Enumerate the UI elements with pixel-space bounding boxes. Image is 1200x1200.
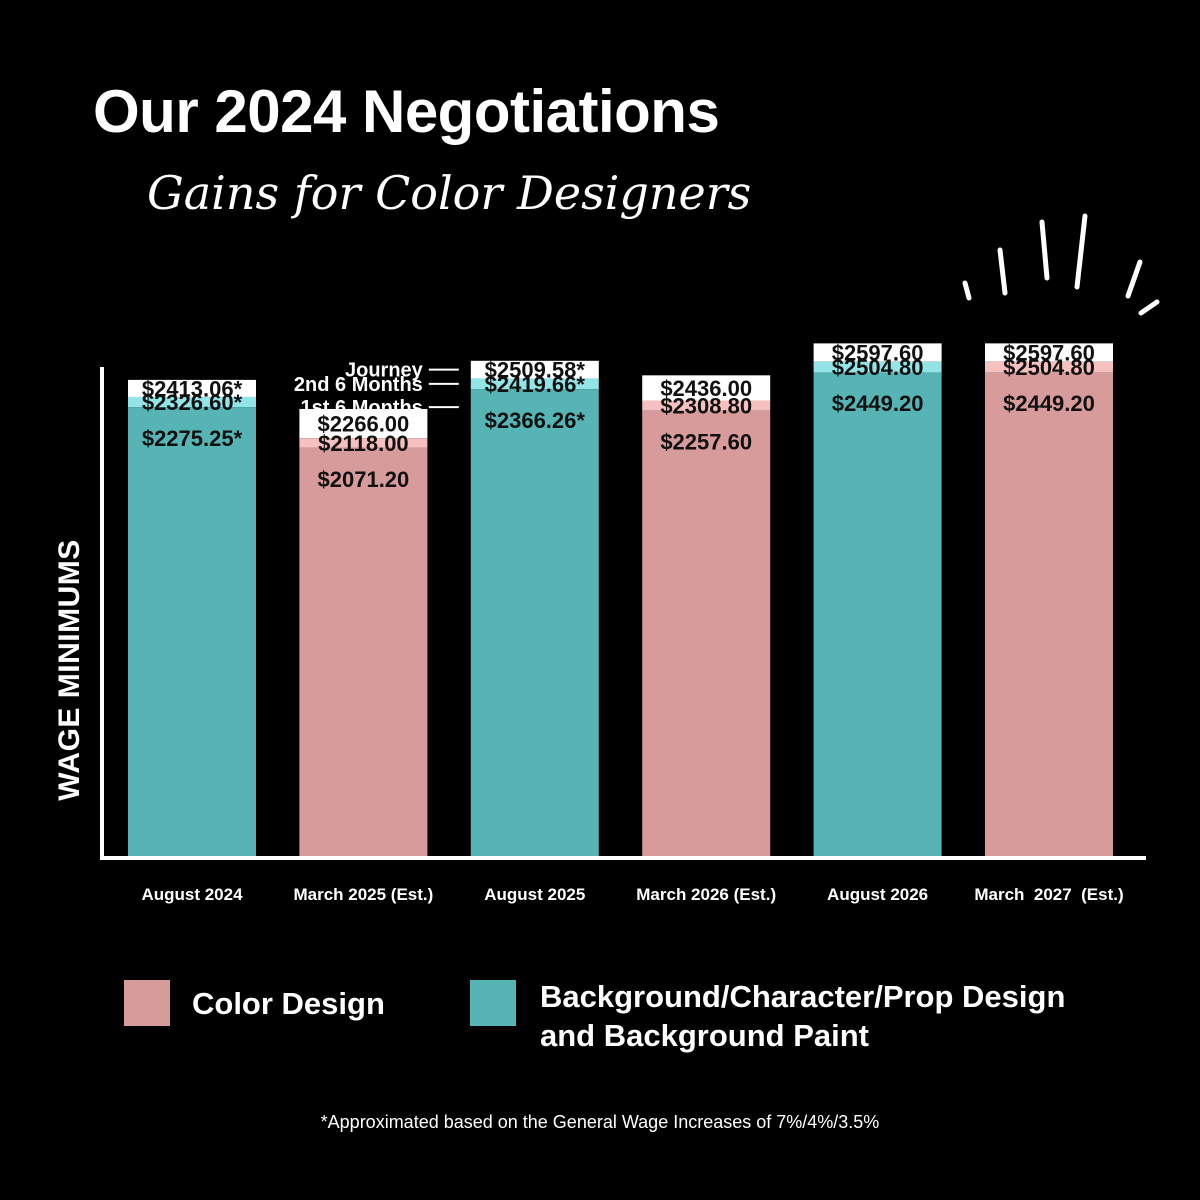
bar-2nd-6-months-5 <box>985 361 1113 373</box>
legend-swatch-bg-design <box>470 980 516 1026</box>
bar-2nd-6-months-3 <box>642 400 771 411</box>
value-label-1st-6-months-5: $2449.20 <box>1003 391 1095 416</box>
burst-line-2 <box>1039 219 1050 281</box>
value-label-journey-1: $2266.00 <box>318 412 410 437</box>
bar-journey-3 <box>642 375 771 401</box>
value-label-1st-6-months-2: $2366.26* <box>485 408 586 433</box>
value-label-2nd-6-months-3: $2308.80 <box>660 394 752 419</box>
burst-line-3 <box>1074 213 1088 290</box>
value-label-1st-6-months-1: $2071.20 <box>318 467 410 492</box>
page-title: Our 2024 Negotiations <box>93 78 720 145</box>
bar-journey-5 <box>985 343 1113 362</box>
bar-journey-4 <box>813 343 942 362</box>
value-label-journey-4: $2597.60 <box>832 341 924 366</box>
value-label-1st-6-months-3: $2257.60 <box>660 430 752 455</box>
x-tick-label-4: August 2026 <box>827 885 928 904</box>
tier-label-journey: Journey <box>345 360 424 382</box>
value-label-2nd-6-months-0: $2326.60* <box>142 390 243 415</box>
bar-1st-6-months-3 <box>642 410 771 857</box>
value-label-journey-2: $2509.58* <box>485 358 586 383</box>
legend-label-color-design: Color Design <box>192 986 385 1021</box>
legend-label-bg-design-line2: and Background Paint <box>540 1018 869 1053</box>
page-subtitle: Gains for Color Designers <box>147 166 752 220</box>
bar-journey-0 <box>128 379 256 397</box>
bar-1st-6-months-1 <box>299 447 428 857</box>
value-label-journey-5: $2597.60 <box>1003 341 1095 366</box>
value-label-1st-6-months-4: $2449.20 <box>832 391 924 416</box>
bar-2nd-6-months-0 <box>128 396 256 408</box>
legend-swatch-color-design <box>124 980 170 1026</box>
bar-1st-6-months-0 <box>128 407 256 857</box>
value-label-2nd-6-months-4: $2504.80 <box>832 355 924 380</box>
value-label-2nd-6-months-1: $2118.00 <box>318 431 409 456</box>
x-tick-label-2: August 2025 <box>484 885 585 904</box>
bar-1st-6-months-4 <box>813 372 942 857</box>
burst-line-4 <box>1125 259 1143 299</box>
x-tick-label-5: March 2027 (Est.) <box>974 885 1123 904</box>
value-label-journey-0: $2413.06* <box>142 376 243 401</box>
value-label-1st-6-months-0: $2275.25* <box>142 426 243 451</box>
tier-label-1st-6-months: 1st 6 Months <box>301 397 423 419</box>
bar-journey-2 <box>470 360 599 379</box>
bar-1st-6-months-5 <box>985 372 1113 857</box>
tier-label-2nd-6-months: 2nd 6 Months <box>294 374 423 396</box>
burst-line-5 <box>1138 299 1160 316</box>
footnote: *Approximated based on the General Wage … <box>320 1112 880 1132</box>
x-tick-label-0: August 2024 <box>141 885 243 904</box>
bar-1st-6-months-2 <box>470 389 599 857</box>
bar-2nd-6-months-1 <box>299 438 428 448</box>
burst-line-0 <box>962 280 972 301</box>
burst-line-1 <box>997 247 1008 296</box>
x-tick-label-3: March 2026 (Est.) <box>636 885 776 904</box>
bar-journey-1 <box>299 408 428 439</box>
bar-2nd-6-months-2 <box>470 378 599 390</box>
value-label-2nd-6-months-5: $2504.80 <box>1003 355 1095 380</box>
legend-label-bg-design-line1: Background/Character/Prop Design <box>540 979 1066 1014</box>
value-label-journey-3: $2436.00 <box>660 376 752 401</box>
value-label-2nd-6-months-2: $2419.66* <box>485 372 586 397</box>
x-tick-label-1: March 2025 (Est.) <box>293 885 433 904</box>
bar-2nd-6-months-4 <box>813 361 942 373</box>
